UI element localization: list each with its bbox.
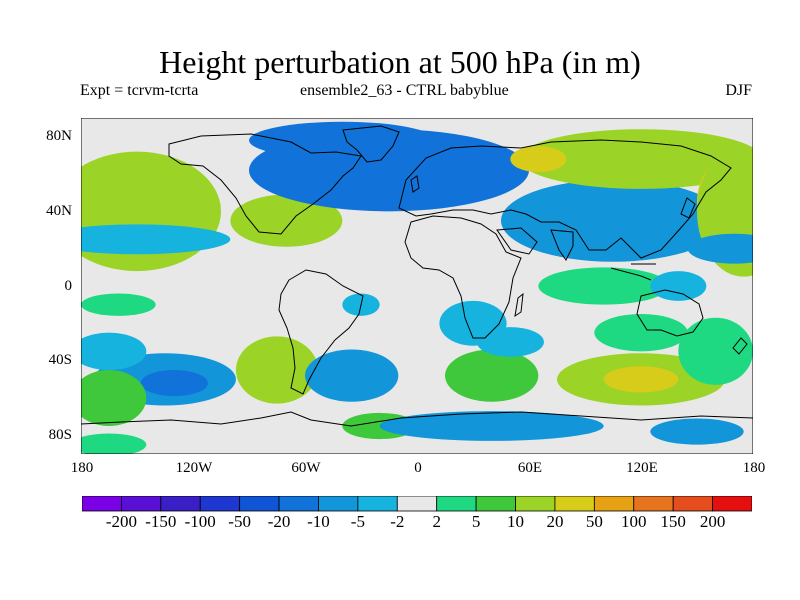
colorbar-label-4: -20 [267, 512, 291, 531]
colorbar-swatch-13 [593, 496, 635, 512]
lon-tick-0: 0 [414, 460, 422, 476]
colorbar-label-0: -200 [105, 512, 137, 531]
colorbar-label-3: -50 [228, 512, 251, 531]
colorbar-swatch-9 [436, 496, 477, 512]
contour-field-layer [81, 121, 753, 454]
colorbar-label-11: 20 [546, 512, 564, 531]
anomaly-region-28 [379, 411, 604, 441]
coastline-eurasia [398, 139, 732, 259]
coastline-north-america [168, 133, 362, 235]
height-perturbation-map [81, 118, 753, 454]
lon-tick-60e: 60E [517, 460, 543, 476]
colorbar-label-13: 100 [621, 512, 647, 531]
anomaly-region-23 [594, 314, 688, 352]
coastline-uk [410, 175, 420, 193]
colorbar-swatch-8 [396, 496, 438, 512]
lat-tick-0: 0 [64, 278, 73, 294]
ensemble-label: ensemble2_63 - CTRL babyblue [300, 82, 509, 99]
lon-tick-180e: 180 [742, 460, 766, 476]
colorbar-label-6: -5 [350, 512, 365, 531]
colorbar-label-10: 10 [507, 512, 525, 531]
coastline-indonesia [610, 263, 656, 281]
coastline-australia [636, 289, 704, 337]
colorbar-label-8: 2 [432, 512, 441, 531]
colorbar [82, 496, 752, 512]
colorbar-label-5: -10 [307, 512, 330, 531]
colorbar-label-12: 50 [585, 512, 603, 531]
coastline-new-zealand [732, 337, 748, 355]
colorbar-label-7: -2 [390, 512, 405, 531]
colorbar-swatch-4 [239, 496, 280, 512]
colorbar-swatch-11 [515, 496, 556, 512]
colorbar-label-9: 5 [471, 512, 481, 531]
lat-tick-80n: 80N [46, 128, 72, 144]
anomaly-region-3 [230, 194, 343, 247]
coastline-madagascar [514, 292, 524, 318]
anomaly-region-30 [81, 433, 147, 454]
colorbar-swatch-15 [672, 496, 713, 512]
anomaly-region-33 [476, 327, 544, 357]
coastline-japan [680, 197, 696, 219]
lat-tick-40s: 40S [48, 352, 72, 368]
anomaly-region-22 [603, 366, 679, 393]
colorbar-swatch-6 [318, 496, 359, 512]
coastline-layer [81, 125, 753, 427]
colorbar-swatch-16 [712, 496, 752, 512]
anomaly-region-25 [81, 332, 147, 370]
anomaly-region-26 [81, 370, 147, 426]
anomaly-region-37 [81, 293, 156, 316]
lon-tick-180w: 180 [70, 460, 94, 476]
anomaly-region-35 [538, 267, 669, 305]
colorbar-swatch-14 [633, 496, 674, 512]
colorbar-swatch-0 [82, 496, 122, 512]
season-label: DJF [725, 82, 752, 99]
colorbar-swatch-1 [121, 496, 162, 512]
lon-tick-120w: 120W [175, 460, 213, 476]
coastline-antarctica [81, 411, 753, 427]
anomaly-region-20 [445, 349, 539, 402]
colorbar-swatch-7 [357, 496, 398, 512]
colorbar-swatch-3 [199, 496, 241, 512]
anomaly-region-15 [235, 336, 319, 404]
anomaly-region-24 [678, 317, 753, 385]
colorbar-swatch-5 [278, 496, 319, 512]
anomaly-region-36 [650, 271, 707, 301]
anomaly-region-13 [81, 224, 231, 255]
coastline-greenland [342, 125, 400, 163]
coastline-africa [404, 215, 522, 339]
anomaly-region-9 [519, 129, 753, 189]
anomaly-region-18 [305, 349, 399, 402]
anomaly-region-10 [510, 146, 567, 173]
experiment-label: Expt = tcrvm-tcrta [80, 82, 199, 99]
colorbar-swatch-2 [160, 496, 201, 512]
colorbar-label-14: 150 [660, 512, 686, 531]
lon-tick-60w: 60W [291, 460, 321, 476]
anomaly-region-34 [687, 233, 753, 264]
anomaly-region-6 [249, 121, 436, 160]
colorbar-label-2: -100 [184, 512, 216, 531]
colorbar-swatch-12 [554, 496, 595, 512]
colorbar-swatch-10 [475, 496, 516, 512]
plot-title: Height perturbation at 500 hPa (in m) [159, 44, 641, 80]
lat-tick-40n: 40N [46, 203, 72, 219]
anomaly-region-29 [650, 418, 744, 445]
colorbar-label-15: 200 [699, 512, 726, 531]
lon-tick-120e: 120E [626, 460, 658, 476]
anomaly-region-17 [140, 370, 208, 397]
lat-tick-80s: 80S [48, 427, 72, 443]
coastline-arabia [496, 227, 538, 255]
coastline-india [550, 229, 574, 261]
coastline-south-america [278, 269, 364, 395]
colorbar-label-1: -150 [145, 512, 177, 531]
